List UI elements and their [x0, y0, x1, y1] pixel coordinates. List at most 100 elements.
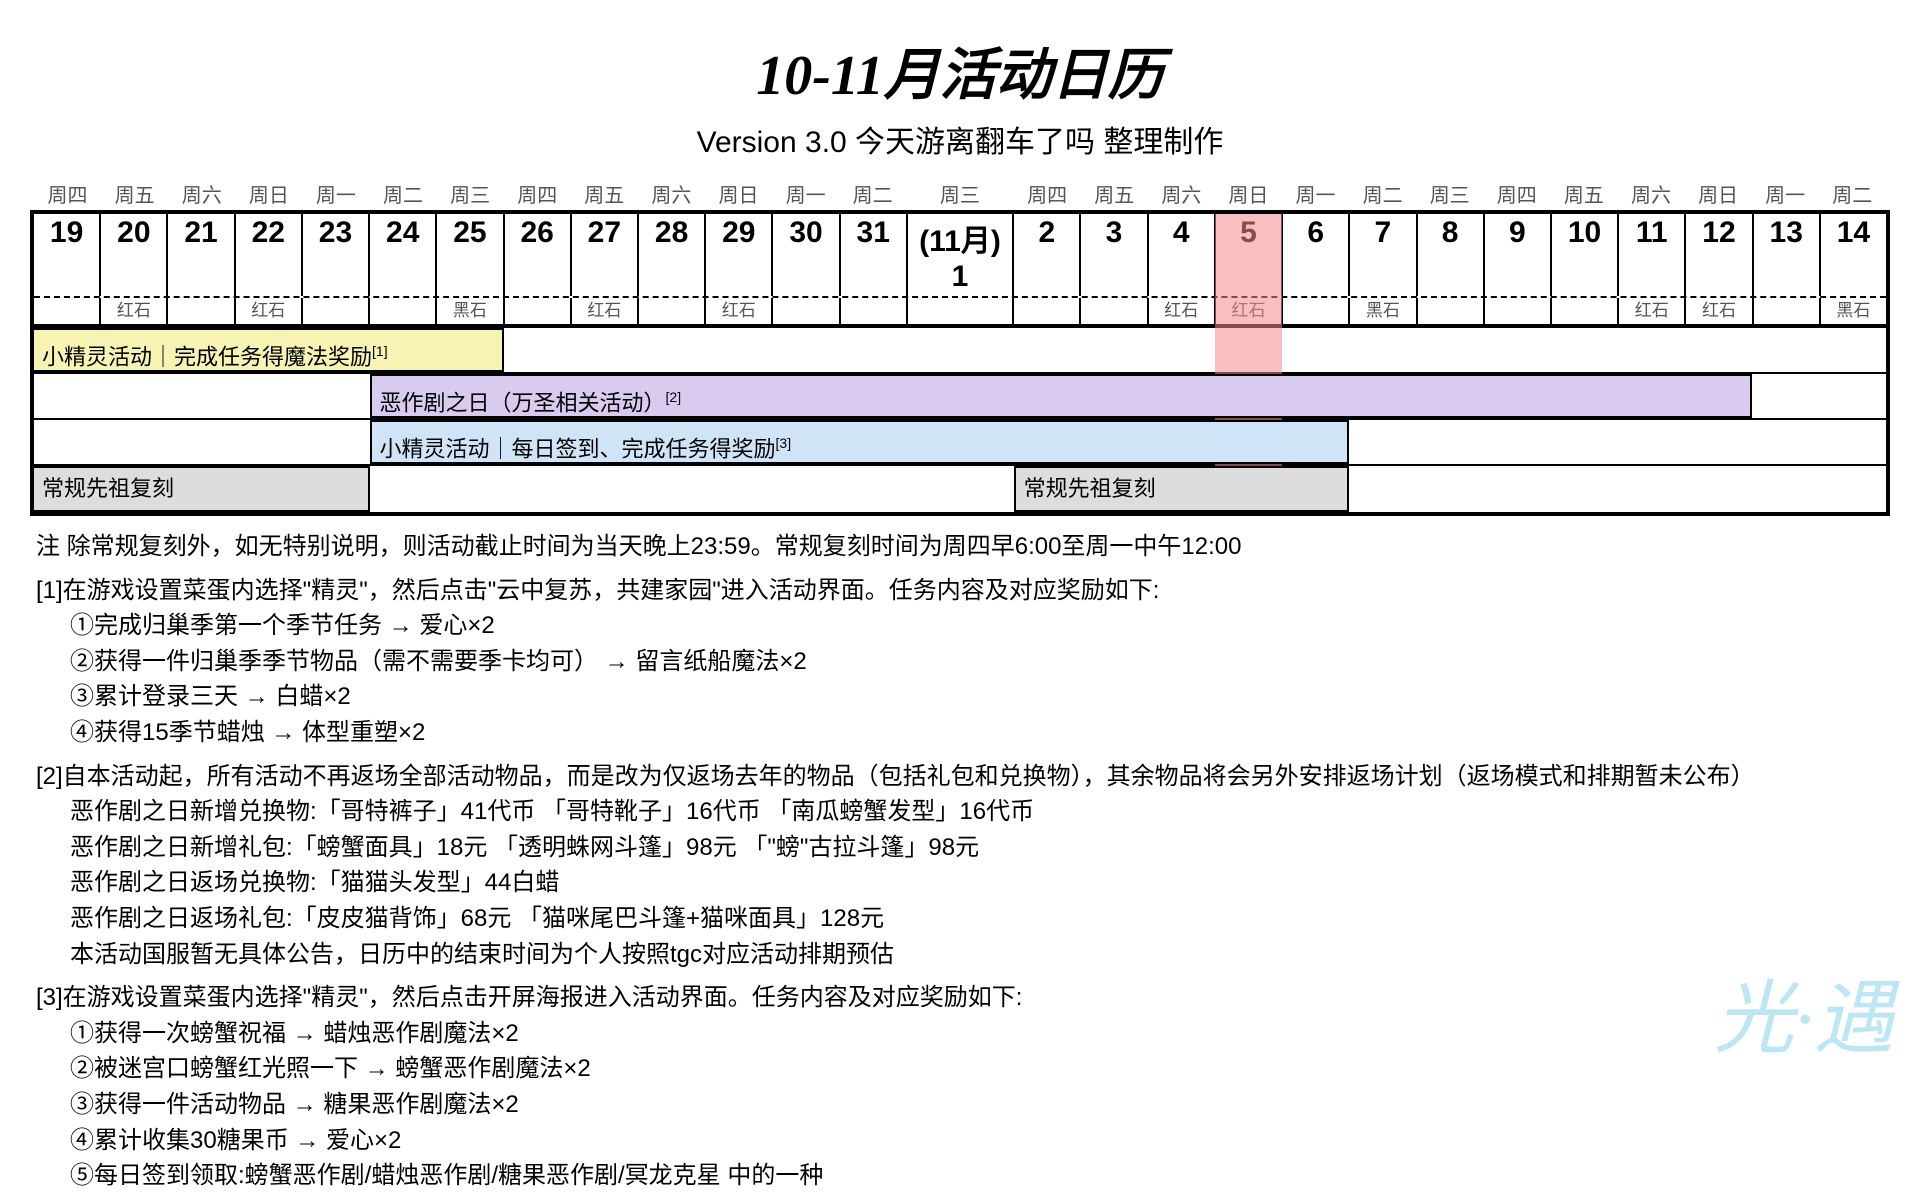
- page-title: 10-11月活动日历: [30, 30, 1890, 111]
- note-block-head: [1]在游戏设置菜蛋内选择"精灵"，然后点击"云中复苏，共建家园"进入活动界面。…: [36, 574, 1884, 608]
- weekday-cell: 周六: [638, 179, 705, 208]
- calendar-grid: 19202122232425262728293031(11月) 12345678…: [30, 210, 1890, 516]
- weekday-cell: 周二: [839, 179, 906, 208]
- event-bar: 常规先祖复刻: [1014, 466, 1350, 512]
- date-cell: 28: [639, 214, 706, 296]
- date-cell: 14: [1821, 214, 1886, 296]
- date-cell: (11月) 1: [908, 214, 1014, 296]
- date-cell: 25: [437, 214, 504, 296]
- note-item: ②被迷宫口螃蟹红光照一下 → 螃蟹恶作剧魔法×2: [36, 1052, 1884, 1086]
- date-cell: 21: [168, 214, 235, 296]
- note-item: 恶作剧之日新增兑换物:「哥特裤子」41代币 「哥特靴子」16代币 「南瓜螃蟹发型…: [36, 795, 1884, 829]
- stone-cell: [370, 298, 437, 324]
- note-item: ④获得15季节蜡烛 → 体型重塑×2: [36, 716, 1884, 750]
- weekday-cell: 周二: [1819, 179, 1886, 208]
- date-cell: 22: [236, 214, 303, 296]
- weekday-cell: 周日: [705, 179, 772, 208]
- weekday-cell: 周五: [1081, 179, 1148, 208]
- stone-cell: 红石: [101, 298, 168, 324]
- date-cell: 13: [1754, 214, 1821, 296]
- event-bar: 常规先祖复刻: [34, 466, 370, 512]
- weekday-cell: 周六: [168, 179, 235, 208]
- weekday-cell: 周一: [1752, 179, 1819, 208]
- stone-cell: [1283, 298, 1350, 324]
- stone-cell: 红石: [572, 298, 639, 324]
- stone-cell: 红石: [1216, 298, 1283, 324]
- stone-cell: [1418, 298, 1485, 324]
- date-cell: 26: [505, 214, 572, 296]
- note-item: 恶作剧之日新增礼包:「螃蟹面具」18元 「透明蛛网斗篷」98元 「"螃"古拉斗篷…: [36, 831, 1884, 865]
- event-row: 小精灵活动｜每日签到、完成任务得奖励[3]: [34, 420, 1886, 466]
- weekday-cell: 周一: [302, 179, 369, 208]
- weekday-cell: 周五: [571, 179, 638, 208]
- calendar: 周四周五周六周日周一周二周三周四周五周六周日周一周二周三周四周五周六周日周一周二…: [30, 179, 1890, 516]
- weekday-cell: 周五: [1550, 179, 1617, 208]
- weekday-cell: 周二: [369, 179, 436, 208]
- stone-row: 红石红石黑石红石红石红石红石黑石红石红石黑石: [34, 298, 1886, 328]
- page-subtitle: Version 3.0 今天游离翻车了吗 整理制作: [30, 117, 1890, 161]
- weekday-cell: 周四: [34, 179, 101, 208]
- stone-cell: [773, 298, 840, 324]
- date-cell: 12: [1686, 214, 1753, 296]
- stone-cell: [1754, 298, 1821, 324]
- stone-cell: [1552, 298, 1619, 324]
- weekday-cell: 周二: [1349, 179, 1416, 208]
- stone-cell: [505, 298, 572, 324]
- notes-section: 注 除常规复刻外，如无特别说明，则活动截止时间为当天晚上23:59。常规复刻时间…: [30, 530, 1890, 1193]
- date-cell: 6: [1283, 214, 1350, 296]
- stone-cell: [908, 298, 1014, 324]
- stone-cell: [303, 298, 370, 324]
- weekday-cell: 周四: [1483, 179, 1550, 208]
- note-item: ①获得一次螃蟹祝福 → 蜡烛恶作剧魔法×2: [36, 1017, 1884, 1051]
- note-item: 恶作剧之日返场兑换物:「猫猫头发型」44白蜡: [36, 866, 1884, 900]
- note-item: 恶作剧之日返场礼包:「皮皮猫背饰」68元 「猫咪尾巴斗篷+猫咪面具」128元: [36, 902, 1884, 936]
- note-item: ③获得一件活动物品 → 糖果恶作剧魔法×2: [36, 1088, 1884, 1122]
- stone-cell: 红石: [1686, 298, 1753, 324]
- stone-cell: 红石: [706, 298, 773, 324]
- date-cell: 2: [1014, 214, 1081, 296]
- stone-cell: 红石: [236, 298, 303, 324]
- event-row: 小精灵活动｜完成任务得魔法奖励[1]: [34, 328, 1886, 374]
- event-row: 常规先祖复刻 常规先祖复刻: [34, 466, 1886, 512]
- date-cell: 24: [370, 214, 437, 296]
- notes-intro: 注 除常规复刻外，如无特别说明，则活动截止时间为当天晚上23:59。常规复刻时间…: [36, 530, 1884, 564]
- event-bar: 小精灵活动｜完成任务得魔法奖励[1]: [34, 328, 504, 372]
- date-cell: 20: [101, 214, 168, 296]
- weekday-cell: 周三: [437, 179, 504, 208]
- date-row: 19202122232425262728293031(11月) 12345678…: [34, 214, 1886, 298]
- weekday-cell: 周四: [1014, 179, 1081, 208]
- date-cell: 9: [1485, 214, 1552, 296]
- stone-cell: 黑石: [1821, 298, 1886, 324]
- stone-cell: [841, 298, 908, 324]
- weekday-row: 周四周五周六周日周一周二周三周四周五周六周日周一周二周三周四周五周六周日周一周二…: [30, 179, 1890, 208]
- note-item: ②获得一件归巢季季节物品（需不需要季卡均可） → 留言纸船魔法×2: [36, 645, 1884, 679]
- stone-cell: 黑石: [1350, 298, 1417, 324]
- note-item: ④累计收集30糖果币 → 爱心×2: [36, 1124, 1884, 1158]
- stone-cell: [639, 298, 706, 324]
- stone-cell: 黑石: [437, 298, 504, 324]
- weekday-cell: 周六: [1148, 179, 1215, 208]
- date-cell: 31: [841, 214, 908, 296]
- weekday-cell: 周一: [772, 179, 839, 208]
- event-area: 小精灵活动｜完成任务得魔法奖励[1]恶作剧之日（万圣相关活动）[2]小精灵活动｜…: [34, 328, 1886, 512]
- weekday-cell: 周四: [504, 179, 571, 208]
- weekday-cell: 周日: [235, 179, 302, 208]
- stone-cell: 红石: [1149, 298, 1216, 324]
- note-block-head: [2]自本活动起，所有活动不再返场全部活动物品，而是改为仅返场去年的物品（包括礼…: [36, 760, 1884, 794]
- stone-cell: [168, 298, 235, 324]
- stone-cell: [1485, 298, 1552, 324]
- weekday-cell: 周三: [1416, 179, 1483, 208]
- weekday-cell: 周一: [1282, 179, 1349, 208]
- date-cell: 8: [1418, 214, 1485, 296]
- note-item: ⑤每日签到领取:螃蟹恶作剧/蜡烛恶作剧/糖果恶作剧/冥龙克星 中的一种: [36, 1159, 1884, 1193]
- stone-cell: [34, 298, 101, 324]
- date-cell: 4: [1149, 214, 1216, 296]
- note-item: ①完成归巢季第一个季节任务 → 爱心×2: [36, 609, 1884, 643]
- weekday-cell: 周日: [1685, 179, 1752, 208]
- date-cell: 27: [572, 214, 639, 296]
- weekday-cell: 周五: [101, 179, 168, 208]
- weekday-cell: 周日: [1215, 179, 1282, 208]
- date-cell: 23: [303, 214, 370, 296]
- date-cell: 19: [34, 214, 101, 296]
- event-bar: 恶作剧之日（万圣相关活动）[2]: [370, 374, 1752, 418]
